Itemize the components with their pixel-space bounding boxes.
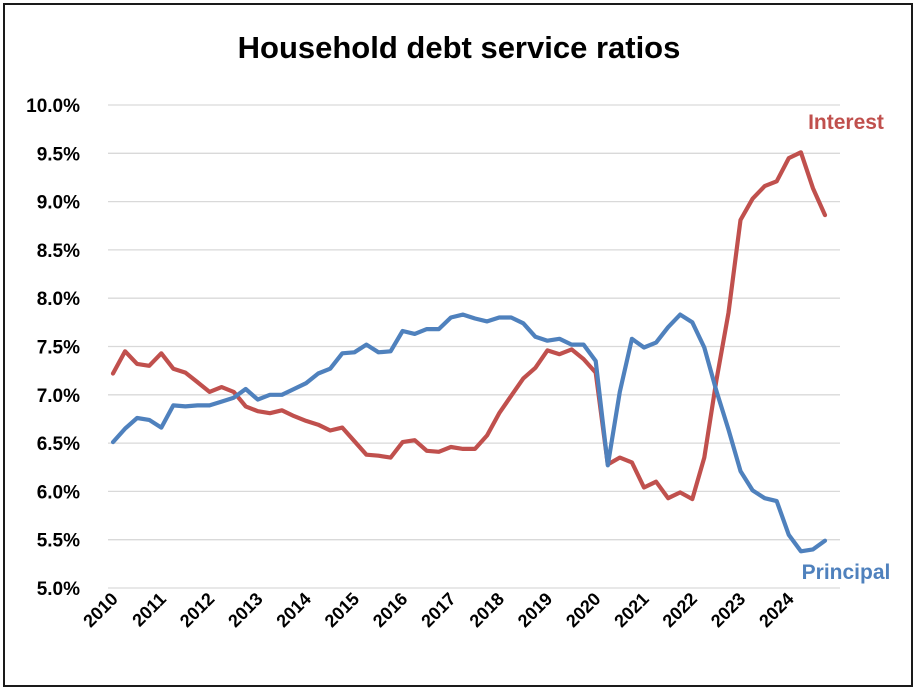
x-tick-label: 2012 xyxy=(176,589,218,631)
y-tick-label: 9.5% xyxy=(37,144,80,165)
y-tick-label: 10.0% xyxy=(26,96,80,117)
y-tick-label: 6.0% xyxy=(37,482,80,503)
x-tick-label: 2023 xyxy=(707,589,749,631)
x-tick-label: 2015 xyxy=(321,589,363,631)
x-tick-label: 2011 xyxy=(128,589,170,631)
x-tick-label: 2024 xyxy=(755,589,797,631)
x-tick-label: 2022 xyxy=(659,589,701,631)
x-tick-label: 2021 xyxy=(610,589,652,631)
x-tick-label: 2016 xyxy=(369,589,411,631)
chart-title: Household debt service ratios xyxy=(237,30,681,65)
y-tick-label: 9.0% xyxy=(37,193,80,214)
series-line-interest xyxy=(110,150,828,502)
y-tick-label: 8.5% xyxy=(37,241,80,262)
x-tick-label: 2010 xyxy=(79,589,121,631)
x-axis-tick-labels: 2010 2011 2012 2013 2014 2015 2016 2017 2018 2019… xyxy=(79,589,797,631)
x-tick-label: 2019 xyxy=(514,589,556,631)
gridlines xyxy=(108,104,840,589)
x-tick-label: 2013 xyxy=(224,589,266,631)
y-tick-label: 7.0% xyxy=(37,386,80,407)
series-labels: Interest Principal xyxy=(802,111,891,584)
series-line-principal xyxy=(110,312,828,554)
series-label-interest: Interest xyxy=(808,111,884,134)
y-axis-tick-labels: 5.0% 5.5% 6.0% 6.5% 7.0% 7.5% 8.0% 8.5% 9.0% 9.5%… xyxy=(26,96,80,600)
y-tick-label: 5.0% xyxy=(37,579,80,600)
x-tick-label: 2017 xyxy=(417,589,459,631)
x-tick-label: 2014 xyxy=(272,589,314,631)
x-tick-label: 2018 xyxy=(466,589,508,631)
chart-frame xyxy=(3,3,913,687)
y-tick-label: 6.5% xyxy=(37,434,80,455)
series-lines xyxy=(110,150,828,554)
y-tick-label: 5.5% xyxy=(37,531,80,552)
y-tick-label: 7.5% xyxy=(37,338,80,359)
x-tick-label: 2020 xyxy=(562,589,604,631)
y-tick-label: 8.0% xyxy=(37,289,80,310)
series-label-principal: Principal xyxy=(802,561,891,584)
